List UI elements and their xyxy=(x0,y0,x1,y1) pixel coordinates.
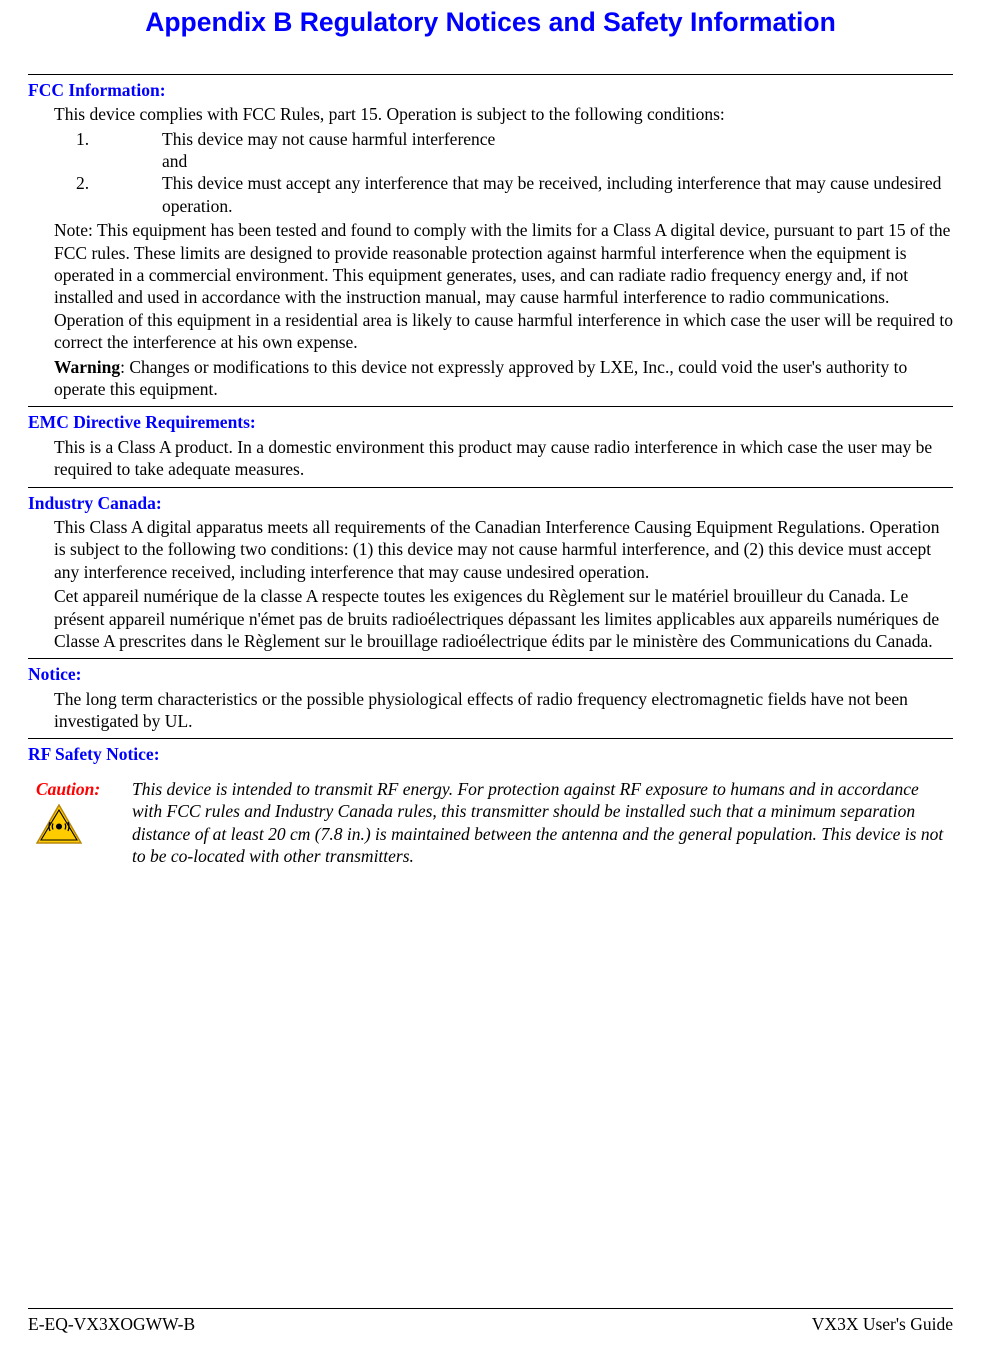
ic-body-en: This Class A digital apparatus meets all… xyxy=(54,516,953,583)
footer-right: VX3X User's Guide xyxy=(812,1313,953,1335)
list-number: 2. xyxy=(76,172,104,217)
divider xyxy=(28,487,953,488)
emc-body: This is a Class A product. In a domestic… xyxy=(54,436,953,481)
rf-caution-body: This device is intended to transmit RF e… xyxy=(132,778,945,868)
rf-warning-icon xyxy=(36,804,128,849)
divider xyxy=(28,658,953,659)
fcc-item-1: 1. This device may not cause harmful int… xyxy=(76,128,953,150)
divider xyxy=(28,738,953,739)
caution-label: Caution: xyxy=(36,778,128,800)
list-item-text: This device may not cause harmful interf… xyxy=(162,128,953,150)
fcc-warning-label: Warning xyxy=(54,357,120,377)
fcc-and-row: and xyxy=(76,150,953,172)
list-item-text: This device must accept any interference… xyxy=(162,172,953,217)
ic-body-fr: Cet appareil numérique de la classe A re… xyxy=(54,585,953,652)
page-footer: E-EQ-VX3XOGWW-B VX3X User's Guide xyxy=(28,1308,953,1335)
fcc-and-word: and xyxy=(162,150,953,172)
divider xyxy=(28,74,953,75)
fcc-heading: FCC Information: xyxy=(28,79,953,101)
notice-body: The long term characteristics or the pos… xyxy=(54,688,953,733)
emc-heading: EMC Directive Requirements: xyxy=(28,411,953,433)
footer-left: E-EQ-VX3XOGWW-B xyxy=(28,1313,195,1335)
fcc-note: Note: This equipment has been tested and… xyxy=(54,219,953,353)
fcc-item-2: 2. This device must accept any interfere… xyxy=(76,172,953,217)
ic-heading: Industry Canada: xyxy=(28,492,953,514)
list-number: 1. xyxy=(76,128,104,150)
fcc-warning: Warning: Changes or modifications to thi… xyxy=(54,356,953,401)
notice-heading: Notice: xyxy=(28,663,953,685)
rf-heading: RF Safety Notice: xyxy=(28,743,953,765)
page-title: Appendix B Regulatory Notices and Safety… xyxy=(28,6,953,40)
fcc-intro: This device complies with FCC Rules, par… xyxy=(54,103,953,125)
divider xyxy=(28,406,953,407)
fcc-warning-text: : Changes or modifications to this devic… xyxy=(54,357,907,399)
rf-caution-block: Caution: This device is intended to tran… xyxy=(36,778,945,868)
